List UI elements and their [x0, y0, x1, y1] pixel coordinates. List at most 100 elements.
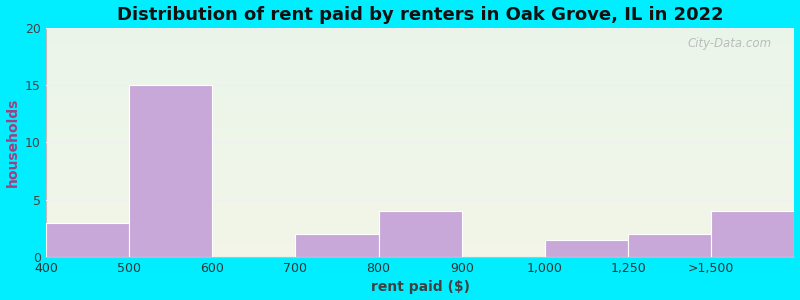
Bar [295, 234, 378, 257]
Bar [46, 177, 794, 178]
Bar [46, 246, 794, 247]
Bar [46, 31, 794, 32]
Bar [46, 149, 794, 151]
Bar [46, 254, 794, 255]
Bar [46, 216, 794, 217]
Bar [129, 85, 212, 257]
Bar [46, 210, 794, 211]
Bar [46, 117, 794, 119]
Bar [46, 176, 794, 177]
Bar [46, 37, 794, 38]
Bar [46, 211, 794, 212]
Bar [46, 180, 794, 181]
Bar [46, 182, 794, 183]
Bar [46, 234, 794, 235]
Bar [46, 137, 794, 138]
Bar [46, 34, 794, 35]
Bar [46, 78, 794, 80]
Bar [46, 114, 794, 115]
Bar [46, 56, 794, 58]
Bar [46, 60, 794, 61]
Bar [46, 251, 794, 252]
Bar [46, 130, 794, 131]
Bar [46, 204, 794, 206]
Bar [46, 144, 794, 145]
Bar [46, 83, 794, 84]
Bar [46, 223, 129, 257]
Bar [46, 163, 794, 164]
Bar [46, 100, 794, 101]
Bar [46, 152, 794, 153]
Bar [46, 102, 794, 104]
Bar [46, 142, 794, 144]
Bar [46, 158, 794, 160]
Bar [46, 189, 794, 190]
Bar [46, 206, 794, 207]
Bar [46, 97, 794, 98]
Bar [46, 93, 794, 94]
Bar [46, 50, 794, 51]
Bar [46, 66, 794, 67]
Bar [46, 239, 794, 240]
Bar [46, 94, 794, 95]
Bar [46, 147, 794, 148]
Bar [46, 170, 794, 171]
Bar [46, 59, 794, 60]
Bar [46, 116, 794, 117]
Bar [46, 232, 794, 233]
Bar [378, 211, 462, 257]
Bar [46, 84, 794, 85]
Bar [46, 164, 794, 165]
Bar [46, 46, 794, 47]
Bar [46, 223, 794, 224]
Bar [46, 121, 794, 122]
Bar [46, 103, 794, 105]
Bar [46, 133, 794, 134]
Bar [46, 255, 794, 256]
Bar [46, 238, 794, 239]
Bar [46, 38, 794, 39]
Bar [545, 240, 628, 257]
Bar [46, 108, 794, 109]
Bar [46, 243, 794, 244]
Bar [46, 129, 794, 130]
Bar [46, 217, 794, 218]
Bar [46, 69, 794, 70]
Bar [46, 140, 794, 141]
Bar [46, 53, 794, 54]
Bar [46, 136, 794, 137]
Bar [46, 161, 794, 162]
X-axis label: rent paid ($): rent paid ($) [370, 280, 470, 294]
Bar [46, 247, 794, 248]
Bar [46, 105, 794, 106]
Bar [46, 194, 794, 195]
Bar [46, 250, 794, 251]
Bar [46, 156, 794, 158]
Bar [46, 80, 794, 81]
Bar [46, 173, 794, 175]
Bar [46, 172, 794, 173]
Bar [46, 146, 794, 147]
Bar [46, 197, 794, 199]
Bar [46, 49, 794, 50]
Bar [46, 112, 794, 113]
Bar [46, 201, 794, 202]
Bar [46, 52, 794, 53]
Bar [46, 199, 794, 200]
Bar [46, 63, 794, 64]
Bar [46, 207, 794, 208]
Bar [46, 75, 794, 76]
Bar [46, 160, 794, 161]
Bar [46, 193, 794, 194]
Title: Distribution of rent paid by renters in Oak Grove, IL in 2022: Distribution of rent paid by renters in … [117, 6, 723, 24]
Y-axis label: households: households [6, 98, 19, 187]
Bar [46, 175, 794, 176]
Bar [46, 203, 794, 204]
Bar [46, 90, 794, 91]
Bar [46, 76, 794, 77]
Bar [46, 73, 794, 74]
Bar [46, 195, 794, 196]
Bar [46, 227, 794, 228]
Bar [46, 155, 794, 156]
Bar [46, 208, 794, 209]
